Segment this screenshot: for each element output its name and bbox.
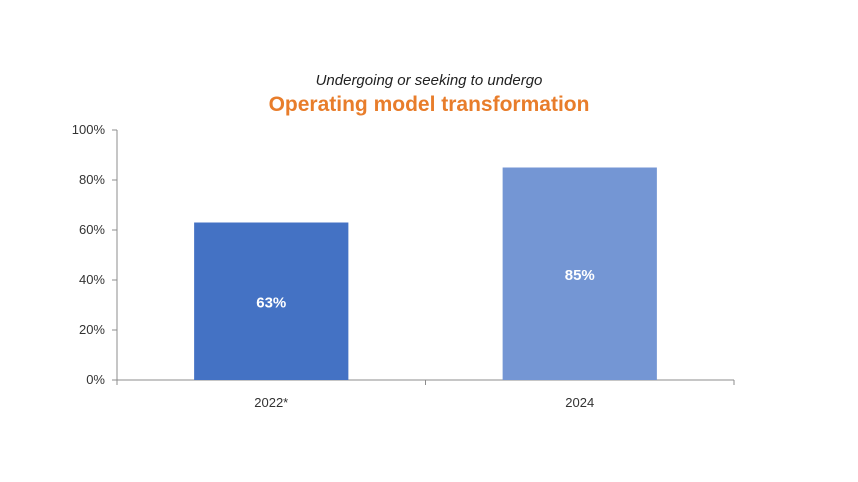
- bar-data-label: 63%: [256, 294, 286, 311]
- bar-2: [502, 167, 657, 380]
- x-axis: 2022* 2024: [116, 379, 735, 410]
- x-tick-label: 2024: [565, 395, 594, 410]
- x-tick-label: 2022*: [254, 395, 288, 410]
- y-tick-label: 100%: [72, 122, 106, 137]
- y-tick-label: 0%: [86, 372, 105, 387]
- bar-data-label: 85%: [565, 267, 595, 284]
- data-labels: 63% 85%: [256, 267, 595, 312]
- chart-subtitle: Undergoing or seeking to undergo: [315, 72, 543, 89]
- y-tick-label: 60%: [79, 222, 105, 237]
- bar-1: [194, 222, 349, 380]
- bars: [194, 167, 657, 380]
- y-tick-label: 80%: [79, 172, 105, 187]
- y-tick-label: 40%: [79, 272, 105, 287]
- y-axis: 0% 20% 40% 60% 80% 100%: [72, 122, 118, 387]
- y-tick-label: 20%: [79, 322, 105, 337]
- chart-title: Operating model transformation: [268, 93, 590, 116]
